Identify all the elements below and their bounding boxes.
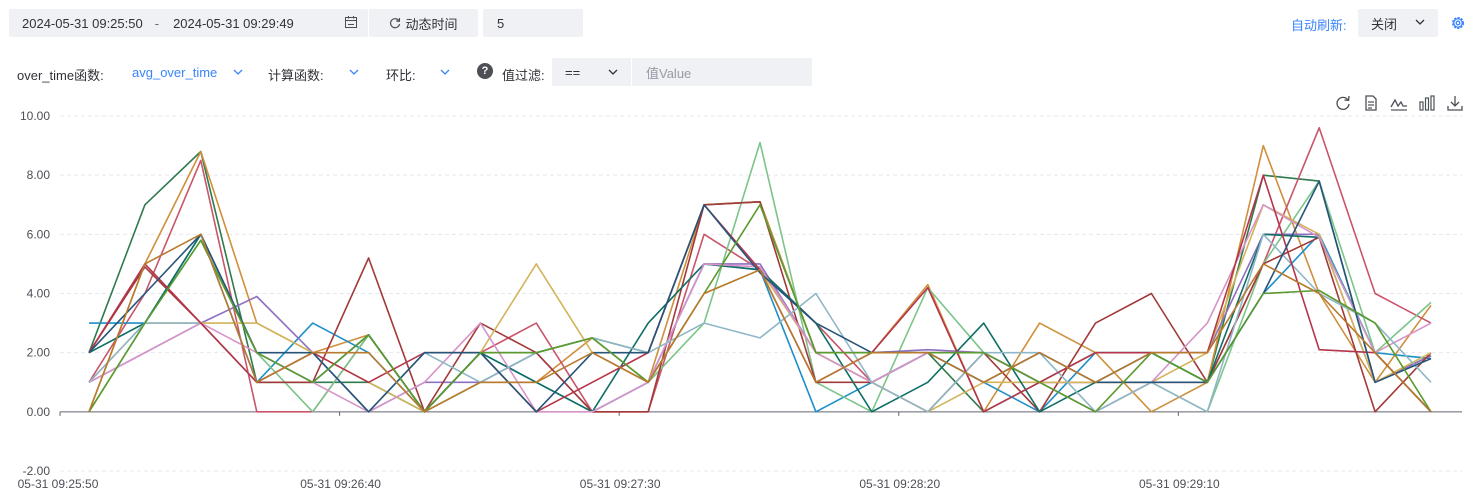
x-axis: 05-31 09:25:50 05-31 09:26:40 05-31 09:27:… (18, 411, 1220, 490)
dynamic-time-button[interactable]: 动态时间 (369, 9, 478, 37)
series-line-2[interactable] (88, 144, 1432, 413)
time-range-start: 2024-05-31 09:25:50 (22, 15, 143, 31)
step-input[interactable]: 5 (483, 9, 583, 37)
chevron-down-icon (1415, 19, 1425, 25)
chevron-down-icon[interactable] (233, 68, 243, 76)
series-line-10[interactable] (88, 204, 1432, 413)
auto-refresh-select[interactable]: 关闭 (1358, 9, 1438, 37)
x-tick-label: 05-31 09:26:40 (300, 477, 381, 490)
line-chart-icon[interactable] (1390, 94, 1408, 112)
series-line-15[interactable] (88, 233, 1432, 413)
ratio-select[interactable] (440, 68, 450, 76)
time-range-picker[interactable]: 2024-05-31 09:25:50 - 2024-05-31 09:29:4… (9, 9, 368, 37)
filter-value-input[interactable]: 值Value (632, 58, 812, 86)
calc-function-select[interactable] (349, 68, 359, 76)
dynamic-time-label: 动态时间 (405, 16, 458, 32)
data-view-icon[interactable] (1362, 94, 1380, 112)
refresh-small-icon (390, 17, 401, 29)
step-value: 5 (497, 15, 505, 31)
auto-refresh-value: 关闭 (1371, 16, 1398, 32)
value-filter-label: 值过滤: (502, 68, 545, 83)
series-line-14[interactable] (88, 204, 1432, 413)
calendar-icon[interactable] (345, 16, 357, 28)
top-toolbar: 2024-05-31 09:25:50 - 2024-05-31 09:29:4… (0, 0, 1479, 46)
y-tick-label: 2.00 (27, 346, 51, 360)
time-range-separator: - (154, 15, 160, 31)
ratio-label: 环比: (386, 68, 416, 83)
time-range-end: 2024-05-31 09:29:49 (173, 15, 294, 31)
gear-icon[interactable] (1450, 15, 1466, 31)
filter-value-placeholder: 值Value (646, 65, 692, 81)
x-tick-label: 05-31 09:28:20 (859, 477, 940, 490)
y-tick-label: -2.00 (23, 464, 51, 478)
chart-toolbox (1334, 94, 1464, 112)
line-chart: 10.00 8.00 6.00 4.00 2.00 0.00 -2.00 05-31 09:… (18, 109, 1462, 490)
bar-chart-icon[interactable] (1418, 94, 1436, 112)
help-icon[interactable]: ? (477, 63, 493, 79)
function-toolbar: over_time函数: avg_over_time 计算函数: 环比: ? 值… (0, 58, 1479, 86)
series-line-9[interactable] (88, 233, 1432, 413)
y-tick-label: 10.00 (20, 109, 50, 123)
y-axis: 10.00 8.00 6.00 4.00 2.00 0.00 -2.00 (20, 109, 50, 478)
filter-operator-value: == (565, 64, 581, 80)
calc-function-label: 计算函数: (268, 68, 324, 83)
filter-operator-select[interactable]: == (552, 58, 631, 86)
series-line-8[interactable] (88, 204, 1432, 413)
chart-series (88, 126, 1432, 413)
x-tick-label: 05-31 09:27:30 (580, 477, 661, 490)
y-tick-label: 0.00 (27, 405, 51, 419)
y-tick-label: 8.00 (27, 168, 51, 182)
x-tick-label: 05-31 09:29:10 (1139, 477, 1220, 490)
y-tick-label: 4.00 (27, 287, 51, 301)
auto-refresh-label: 自动刷新: (1291, 18, 1347, 33)
over-time-label: over_time函数: (17, 68, 104, 83)
y-tick-label: 6.00 (27, 227, 51, 241)
download-icon[interactable] (1446, 94, 1464, 112)
refresh-icon[interactable] (1334, 94, 1352, 112)
over-time-select[interactable]: avg_over_time (132, 65, 218, 80)
x-tick-label: 05-31 09:25:50 (18, 477, 99, 490)
chevron-down-icon (608, 69, 618, 75)
